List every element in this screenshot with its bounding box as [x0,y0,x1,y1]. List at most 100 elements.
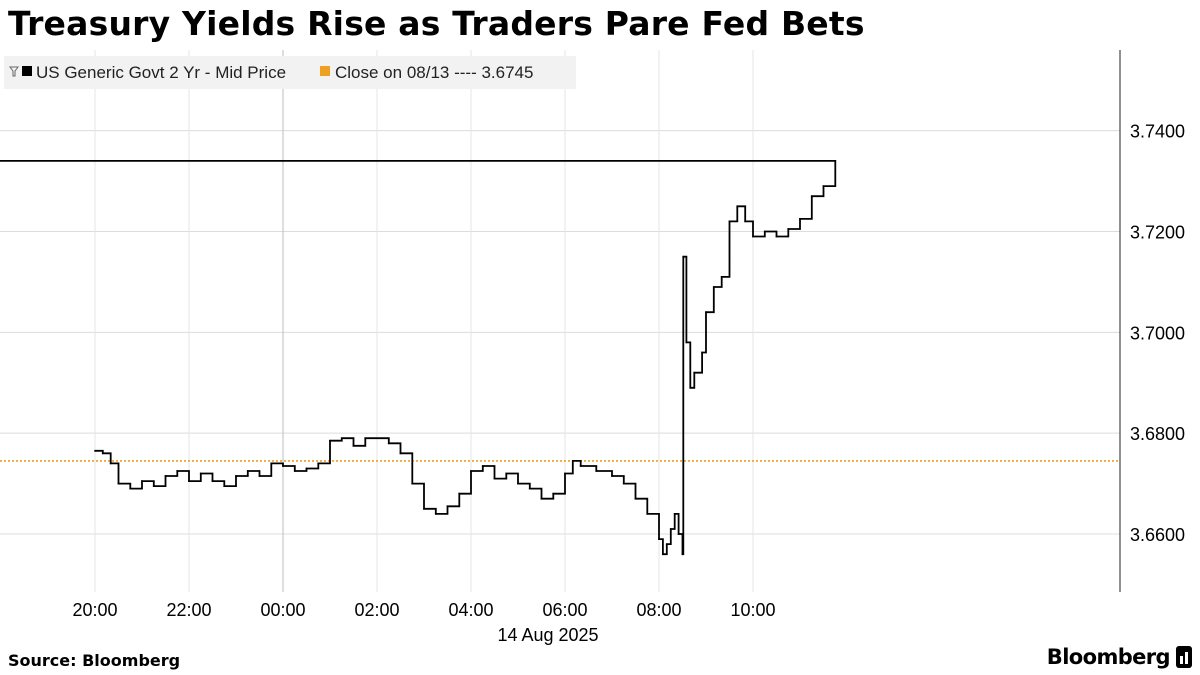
filter-icon [9,66,19,77]
series-point-0-16 [270,462,273,465]
series-point-0-49 [658,538,660,540]
series-point-0-19 [305,467,308,470]
series-point-0-6 [152,485,155,488]
y-tick-label-2: 3.7000 [1130,323,1185,343]
x-tick-label-1: 22:00 [166,600,211,620]
legend-label-series: US Generic Govt 2 Yr - Mid Price [36,63,286,82]
series-point-0-24 [364,437,367,440]
tick-labels: 3.6600 3.6800 3.7000 3.7200 3.7400 20:00 22:00… [72,122,1185,645]
series-point-0-74 [834,160,837,162]
series-point-0-63 [720,275,723,278]
series-point-0-52 [669,528,672,530]
series-point-0-45 [611,475,613,477]
series-point-0-11 [211,480,214,482]
series-point-0-39 [540,497,543,500]
brand-logo: Bloomberg [1047,645,1192,669]
legend-swatch-close [320,66,330,76]
series-point-0-46 [622,482,625,485]
series-point-0-0 [94,449,96,452]
series-point-0-43 [579,465,582,467]
series-point-0-9 [188,480,190,482]
series-point-0-57 [685,341,688,344]
series-point-0-4 [129,487,132,490]
series-point-0-37 [517,482,519,485]
series-point-0-10 [199,472,202,475]
series-point-0-15 [258,475,261,477]
y-tick-label-1: 3.6800 [1130,424,1185,444]
x-tick-label-3: 02:00 [354,600,399,620]
x-tick-label-6: 08:00 [636,600,681,620]
series-point-0-44 [595,470,598,472]
series-point-0-54 [677,533,680,535]
series-point-0-21 [329,439,331,442]
series-point-0-1 [101,452,104,455]
series-point-0-20 [317,462,320,465]
legend[interactable]: US Generic Govt 2 Yr - Mid Price Close on… [4,56,576,89]
series-point-0-73 [822,185,825,188]
series-point-0-17 [282,465,284,467]
series-point-0-36 [505,472,508,475]
series-point-0-38 [528,487,531,490]
series-point-0-2 [109,462,112,465]
series-point-0-5 [141,480,143,482]
series-point-0-23 [352,444,355,447]
series-point-0-71 [799,218,801,220]
series-point-0-51 [665,543,668,546]
series-point-0-35 [493,477,496,480]
series-point-0-7 [164,475,167,477]
x-axis-date-label: 14 Aug 2025 [497,625,598,645]
series-point-0-28 [411,482,414,485]
series-point-0-14 [246,470,249,472]
series-point-0-56 [682,255,685,258]
series-point-0-40 [552,492,555,495]
series-point-0-59 [693,371,696,374]
series-point-0-62 [712,286,715,288]
series-point-0-34 [481,465,484,467]
series-point-0-65 [736,205,739,208]
series-point-0-18 [293,470,296,472]
series-point-0-27 [399,452,402,455]
y-tick-label-4: 3.7400 [1130,122,1185,142]
series-point-0-50 [662,553,664,556]
source-note: Source: Bloomberg [8,651,181,670]
series-point-0-47 [634,497,637,500]
series-point-0-72 [810,195,813,198]
series-point-0-58 [689,386,692,389]
grid-lines [0,50,1120,592]
series-point-0-33 [470,470,472,472]
series-point-0-8 [176,470,179,472]
series-point-0-31 [446,505,449,508]
x-tick-label-2: 00:00 [260,600,305,620]
series-point-0-13 [235,475,237,477]
series-point-0-53 [673,512,676,515]
series-point-0-70 [787,228,790,230]
x-tick-label-4: 04:00 [448,600,493,620]
series-point-0-29 [423,507,425,510]
series-point-0-26 [387,442,390,445]
x-tick-label-0: 20:00 [72,600,117,620]
y-tick-label-0: 3.6600 [1130,525,1185,545]
series-point-0-3 [117,482,120,485]
legend-label-close: Close on 08/13 ---- 3.6745 [335,63,533,82]
series-point-0-32 [458,492,461,495]
series-point-0-68 [763,230,766,233]
chart-title: Treasury Yields Rise as Traders Pare Fed… [8,4,865,43]
series-point-0-48 [646,512,649,515]
brand-wordmark: Bloomberg [1046,645,1171,669]
x-tick-label-5: 06:00 [542,600,587,620]
series-point-0-64 [728,220,731,223]
series-line-0 [0,160,837,556]
series-point-0-30 [434,512,437,515]
series-point-0-12 [223,485,226,488]
series-layer [0,160,837,556]
y-tick-label-3: 3.7200 [1130,223,1185,243]
series-point-0-42 [571,460,574,462]
series-point-0-67 [752,235,754,238]
bar-chart-icon [1176,646,1192,668]
series-point-0-61 [705,311,707,314]
series-point-0-55 [681,553,684,556]
legend-swatch-series [22,66,32,76]
series-point-0-66 [744,220,747,223]
legend-box [4,56,576,89]
